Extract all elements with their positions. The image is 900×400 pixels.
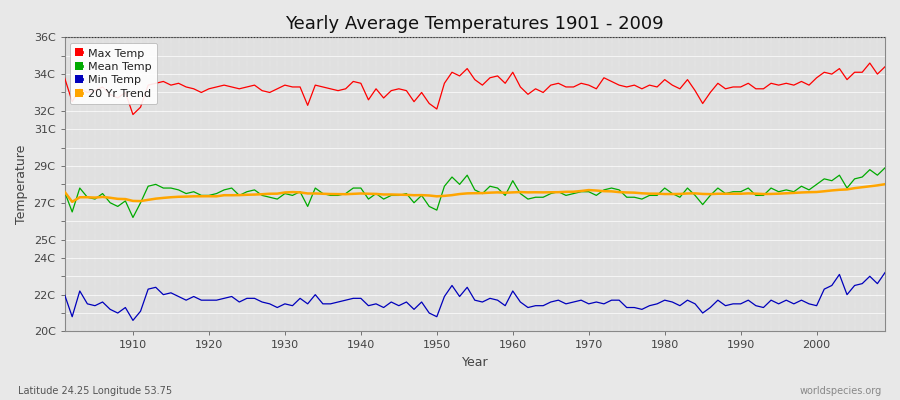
- X-axis label: Year: Year: [462, 356, 488, 369]
- Y-axis label: Temperature: Temperature: [15, 145, 28, 224]
- Title: Yearly Average Temperatures 1901 - 2009: Yearly Average Temperatures 1901 - 2009: [285, 15, 664, 33]
- Text: Latitude 24.25 Longitude 53.75: Latitude 24.25 Longitude 53.75: [18, 386, 172, 396]
- Text: worldspecies.org: worldspecies.org: [800, 386, 882, 396]
- Legend: Max Temp, Mean Temp, Min Temp, 20 Yr Trend: Max Temp, Mean Temp, Min Temp, 20 Yr Tre…: [70, 43, 158, 104]
